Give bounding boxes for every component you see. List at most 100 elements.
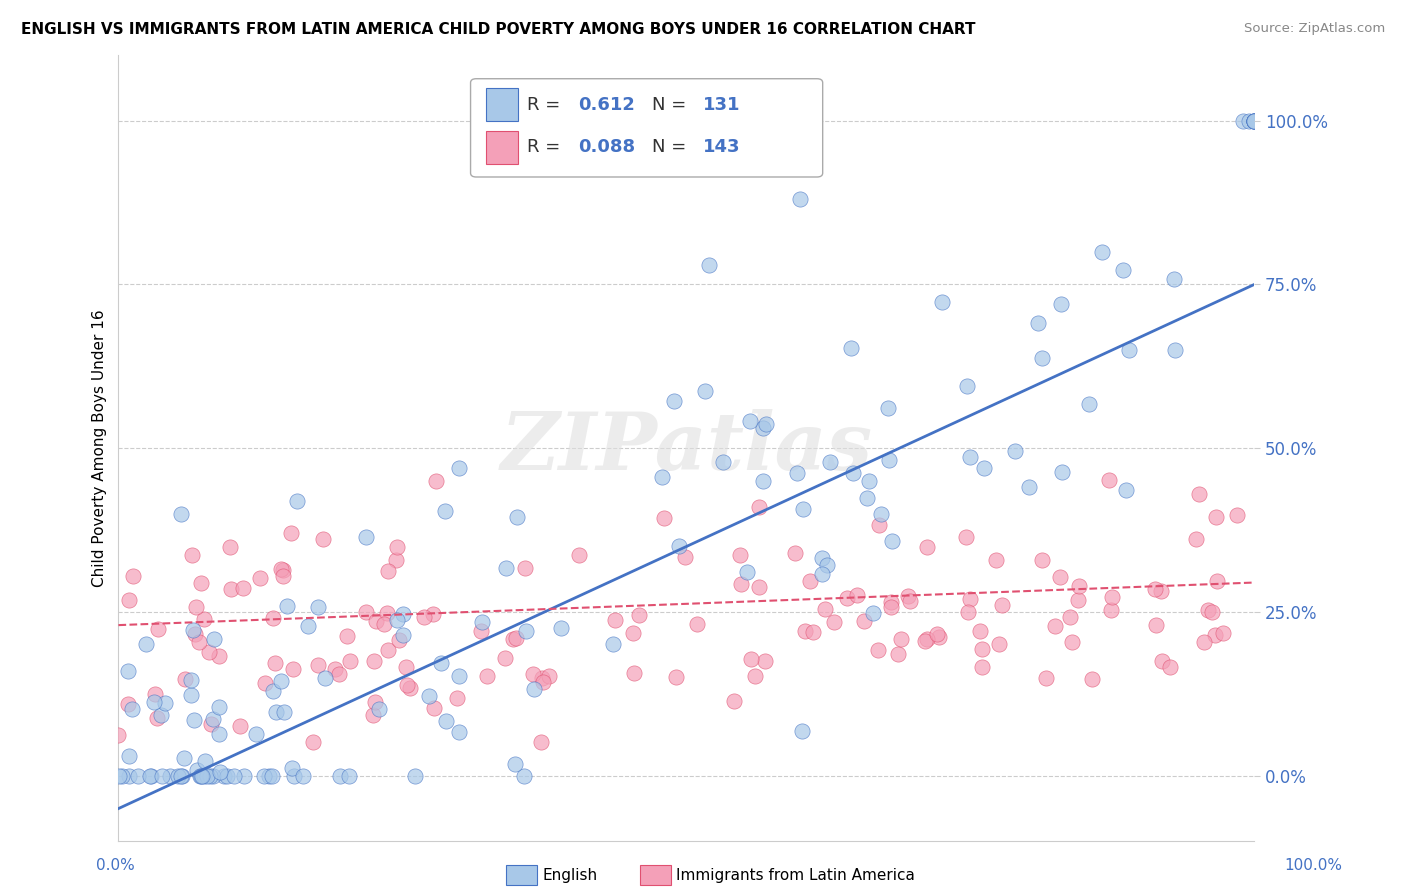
Point xyxy=(837,591,859,605)
Point xyxy=(190,576,212,591)
Point xyxy=(143,687,166,701)
Point xyxy=(1099,603,1122,617)
Point xyxy=(820,455,842,469)
Point xyxy=(673,549,696,564)
Point xyxy=(530,735,553,749)
Point xyxy=(959,592,981,607)
Point xyxy=(925,626,948,640)
Point xyxy=(198,645,221,659)
Point xyxy=(603,613,626,627)
Point xyxy=(651,470,673,484)
Point xyxy=(887,648,910,662)
Point xyxy=(1243,113,1265,128)
Text: R =: R = xyxy=(527,95,567,113)
Text: 0.0%: 0.0% xyxy=(96,858,135,872)
Point xyxy=(188,635,211,649)
Point xyxy=(1185,532,1208,546)
Point xyxy=(1118,343,1140,358)
Point xyxy=(181,549,204,563)
Point xyxy=(792,502,814,516)
Point xyxy=(200,716,222,731)
Point xyxy=(1232,113,1254,128)
Text: 100.0%: 100.0% xyxy=(1285,858,1343,872)
Point xyxy=(728,548,751,562)
Point xyxy=(799,574,821,589)
Point xyxy=(181,624,204,638)
Point xyxy=(328,667,350,681)
Point xyxy=(398,681,420,696)
Point xyxy=(377,643,399,657)
Point xyxy=(744,669,766,683)
Point xyxy=(170,769,193,783)
Point xyxy=(789,192,811,206)
Point xyxy=(817,558,839,573)
Point xyxy=(621,626,644,640)
Point xyxy=(117,697,139,711)
Point xyxy=(253,769,276,783)
Point xyxy=(314,671,336,685)
Point xyxy=(232,769,254,783)
Point xyxy=(194,754,217,768)
Point xyxy=(312,533,335,547)
Point xyxy=(1206,574,1229,588)
Point xyxy=(143,694,166,708)
Point xyxy=(814,601,837,615)
Point xyxy=(202,769,225,783)
Point xyxy=(856,491,879,505)
Point xyxy=(988,637,1011,651)
Point xyxy=(568,548,591,562)
Point xyxy=(1031,351,1053,366)
Point xyxy=(423,700,446,714)
Point xyxy=(738,414,761,428)
Point xyxy=(245,727,267,741)
Point xyxy=(413,609,436,624)
Point xyxy=(122,569,145,583)
Bar xyxy=(486,88,519,121)
Point xyxy=(159,769,181,783)
Point xyxy=(475,669,498,683)
Point xyxy=(422,607,444,622)
Point xyxy=(264,656,287,670)
Point xyxy=(972,660,994,674)
Point xyxy=(973,460,995,475)
Point xyxy=(928,630,950,644)
Point xyxy=(373,616,395,631)
Point xyxy=(794,624,817,638)
Point xyxy=(1112,263,1135,277)
Point xyxy=(495,561,517,575)
Point xyxy=(1062,634,1084,648)
Point xyxy=(150,708,173,723)
Point xyxy=(270,562,292,576)
Point xyxy=(1098,473,1121,487)
Text: 143: 143 xyxy=(703,138,741,156)
Point xyxy=(748,500,770,514)
Point xyxy=(291,769,314,783)
Point xyxy=(1243,113,1265,128)
Point xyxy=(337,769,360,783)
Point xyxy=(803,625,825,640)
Point xyxy=(180,688,202,702)
Text: Immigrants from Latin America: Immigrants from Latin America xyxy=(676,868,915,882)
Point xyxy=(186,763,208,777)
Point xyxy=(1226,508,1249,522)
Point xyxy=(862,606,884,620)
Point xyxy=(880,533,903,548)
Point xyxy=(1144,618,1167,632)
Point xyxy=(449,460,471,475)
Point xyxy=(200,769,222,783)
Point xyxy=(1091,245,1114,260)
Point xyxy=(550,621,572,635)
Point xyxy=(146,710,169,724)
Point xyxy=(531,675,554,690)
Point xyxy=(513,769,536,783)
Point xyxy=(148,622,170,636)
Point xyxy=(262,611,284,625)
Point xyxy=(141,769,163,783)
Point xyxy=(1081,672,1104,686)
Point xyxy=(538,669,561,683)
Point xyxy=(1078,397,1101,411)
Point xyxy=(969,624,991,638)
Point xyxy=(693,384,716,398)
Point xyxy=(470,624,492,638)
Point xyxy=(1028,316,1050,330)
